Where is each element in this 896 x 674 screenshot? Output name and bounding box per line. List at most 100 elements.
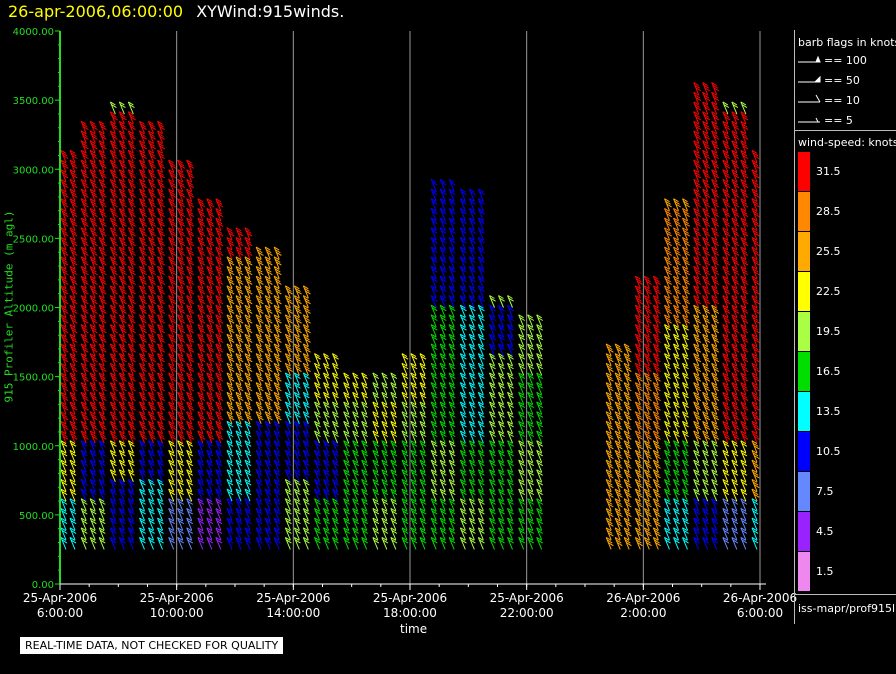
barb-flag xyxy=(100,288,106,292)
barb-flag xyxy=(91,529,97,534)
wind-barb xyxy=(80,178,89,192)
barb-flag xyxy=(61,413,68,418)
barb-flag xyxy=(91,297,97,302)
barb-flag xyxy=(69,324,76,328)
barb-flag xyxy=(98,227,105,232)
barb-flag xyxy=(80,430,87,435)
barb-flag xyxy=(62,358,69,363)
wind-barb xyxy=(80,246,89,260)
barb-flag xyxy=(100,394,106,399)
barb-flag xyxy=(100,442,106,447)
wind-barb xyxy=(148,449,155,463)
barb-flag xyxy=(91,268,97,273)
barb-flag xyxy=(120,510,126,515)
barb-flag xyxy=(62,435,69,440)
barb-flag xyxy=(148,401,154,406)
wind-barb xyxy=(98,140,107,153)
barb-flag xyxy=(149,471,155,476)
barb-shaft xyxy=(139,479,145,492)
barb-flag xyxy=(130,213,136,218)
wind-barb xyxy=(69,401,78,415)
barb-shaft xyxy=(109,101,116,115)
barb-flag xyxy=(98,159,105,164)
barb-flag xyxy=(91,384,97,389)
wind-barb xyxy=(69,169,78,182)
barb-flag xyxy=(128,159,134,164)
barb-flag xyxy=(70,384,77,389)
wind-barb xyxy=(69,188,78,202)
barb-flag xyxy=(139,140,145,145)
barb-shaft xyxy=(127,101,134,115)
wind-barb xyxy=(139,178,147,192)
barb-shaft xyxy=(139,537,145,550)
wind-barb xyxy=(118,440,126,453)
barb-flag xyxy=(62,242,69,247)
barb-flag xyxy=(91,317,97,321)
barb-flag xyxy=(140,220,146,225)
wind-barb xyxy=(139,237,147,250)
barb-shaft xyxy=(139,469,145,482)
barb-flag xyxy=(60,440,67,445)
barb-flag xyxy=(98,285,105,290)
barb-flag xyxy=(149,404,155,409)
wind-barb xyxy=(89,411,98,424)
barb-flag xyxy=(61,162,68,167)
barb-flag xyxy=(130,348,136,353)
barb-shaft xyxy=(60,498,67,511)
barb-flag xyxy=(101,319,107,324)
wind-barb xyxy=(127,507,135,521)
barb-flag xyxy=(141,145,147,150)
barb-flag xyxy=(69,459,76,464)
wind-barb xyxy=(127,353,136,366)
barb-flag xyxy=(110,333,116,338)
wind-barb xyxy=(69,517,77,531)
barb-flag xyxy=(150,416,156,421)
barb-shaft xyxy=(139,488,145,502)
barb-shaft xyxy=(148,459,154,473)
barb-flag xyxy=(139,430,145,435)
wind-barb xyxy=(148,401,156,415)
barb-flag xyxy=(91,413,97,418)
wind-barb xyxy=(60,149,69,163)
barb-flag xyxy=(120,413,126,418)
barb-flag xyxy=(71,242,78,247)
barb-flag xyxy=(112,164,118,169)
barb-flag xyxy=(98,488,105,493)
wind-barb xyxy=(127,101,135,115)
wind-barb xyxy=(118,275,127,289)
barb-flag xyxy=(62,377,69,382)
barb-flag xyxy=(91,171,97,176)
barb-flag xyxy=(130,426,136,431)
barb-flag xyxy=(129,355,135,360)
barb-flag xyxy=(140,491,146,496)
barb-flag xyxy=(83,184,89,189)
wind-barb xyxy=(80,420,89,434)
wind-barb xyxy=(60,449,68,463)
wind-barb xyxy=(109,333,118,347)
barb-flag xyxy=(83,339,89,343)
barb-flag xyxy=(112,358,118,363)
barb-flag xyxy=(83,242,89,247)
barb-flag xyxy=(139,353,145,357)
wind-barb xyxy=(89,353,98,366)
barb-flag xyxy=(70,481,77,486)
barb-flag xyxy=(61,326,68,331)
barb-flag xyxy=(70,162,77,167)
barb-flag xyxy=(129,297,135,302)
barb-flag xyxy=(62,329,69,334)
wind-barb xyxy=(98,391,107,405)
barb-flag xyxy=(92,155,98,160)
barb-flag xyxy=(111,404,117,409)
barb-flag xyxy=(110,130,116,135)
wind-barb xyxy=(69,256,78,269)
wind-barb xyxy=(80,207,89,221)
barb-flag xyxy=(110,111,116,116)
barb-flag xyxy=(129,539,135,544)
barb-flag xyxy=(128,295,134,299)
wind-barb xyxy=(60,178,69,192)
wind-barb xyxy=(139,498,146,511)
wind-barb xyxy=(109,178,118,192)
barb-flag xyxy=(129,113,135,118)
barb-flag xyxy=(92,426,98,431)
barb-shaft xyxy=(148,450,154,463)
